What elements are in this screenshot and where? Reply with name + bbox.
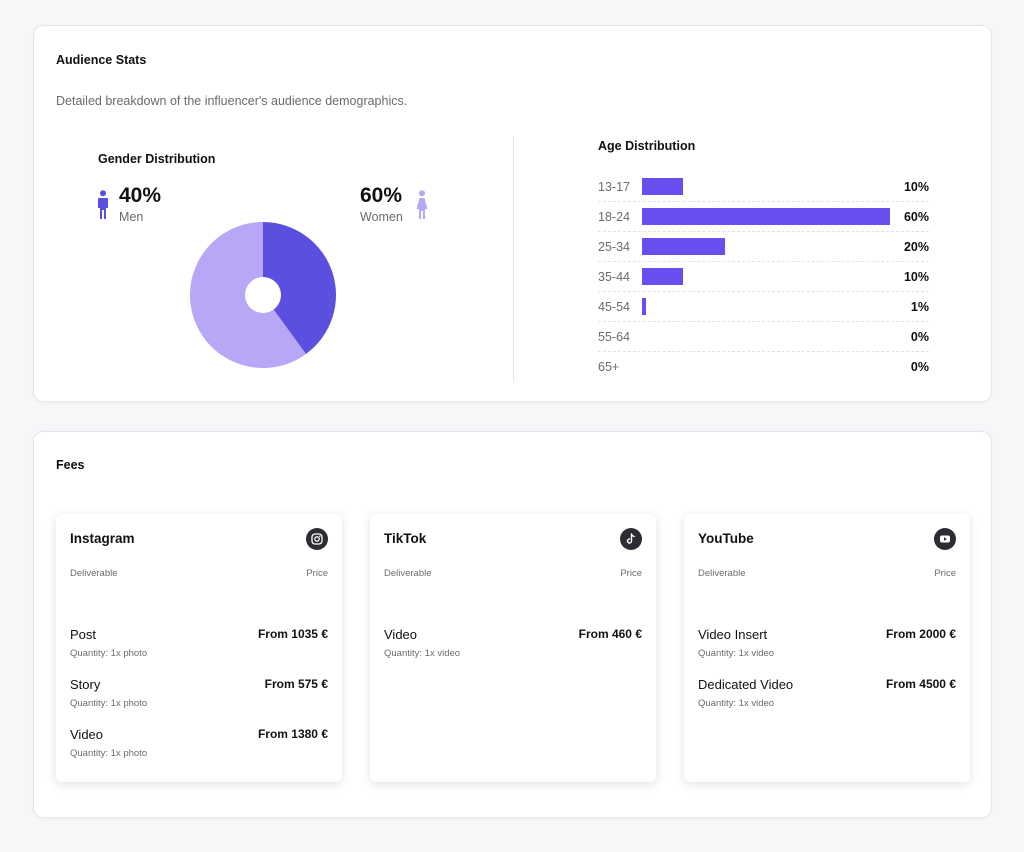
fee-item: Video Insert From 2000 € Quantity: 1x vi… bbox=[698, 627, 956, 677]
age-range-label: 65+ bbox=[598, 360, 620, 374]
age-row: 65+ 0% bbox=[598, 352, 929, 382]
fee-items-list: Video Insert From 2000 € Quantity: 1x vi… bbox=[698, 627, 956, 727]
deliverable-name: Dedicated Video bbox=[698, 677, 794, 692]
gender-pie-chart bbox=[189, 221, 337, 369]
gender-distribution-title: Gender Distribution bbox=[98, 152, 216, 166]
men-percentage: 40% bbox=[119, 184, 162, 207]
male-icon bbox=[98, 190, 108, 219]
fee-items-list: Video From 460 € Quantity: 1x video bbox=[384, 627, 642, 677]
audience-stats-subtitle: Detailed breakdown of the influencer's a… bbox=[56, 94, 408, 108]
age-bar-track bbox=[642, 178, 890, 195]
audience-stats-card: Audience Stats Detailed breakdown of the… bbox=[33, 25, 992, 402]
age-row: 55-64 0% bbox=[598, 322, 929, 352]
age-value-label: 10% bbox=[903, 180, 929, 194]
fee-item: Video From 460 € Quantity: 1x video bbox=[384, 627, 642, 677]
age-bar-track bbox=[642, 358, 890, 375]
age-distribution-title: Age Distribution bbox=[598, 139, 696, 153]
deliverable-header: Deliverable bbox=[70, 568, 118, 579]
platform-name: Instagram bbox=[70, 531, 135, 546]
fee-item: Story From 575 € Quantity: 1x photo bbox=[70, 677, 328, 727]
fee-item: Post From 1035 € Quantity: 1x photo bbox=[70, 627, 328, 677]
age-value-label: 10% bbox=[903, 270, 929, 284]
fees-card: Fees Instagram Deliverable Price Post Fr… bbox=[33, 431, 992, 818]
age-bar bbox=[642, 208, 890, 225]
age-distribution-chart: 13-17 10% 18-24 60% 25-34 20% 35-44 10% 45-54 1% 5… bbox=[598, 172, 929, 382]
female-icon bbox=[416, 190, 428, 219]
age-bar-track bbox=[642, 208, 890, 225]
tiktok-icon[interactable] bbox=[620, 528, 642, 550]
women-label: Women bbox=[360, 210, 403, 224]
section-divider bbox=[513, 136, 514, 381]
deliverable-name: Video bbox=[384, 627, 418, 642]
deliverable-quantity: Quantity: 1x photo bbox=[70, 698, 148, 709]
deliverable-quantity: Quantity: 1x photo bbox=[70, 648, 148, 659]
age-range-label: 45-54 bbox=[598, 300, 630, 314]
fee-items-list: Post From 1035 € Quantity: 1x photo Stor… bbox=[70, 627, 328, 777]
age-bar-track bbox=[642, 328, 890, 345]
age-bar-track bbox=[642, 268, 890, 285]
deliverable-quantity: Quantity: 1x photo bbox=[70, 748, 148, 759]
age-bar bbox=[642, 268, 684, 285]
age-row: 45-54 1% bbox=[598, 292, 929, 322]
age-range-label: 35-44 bbox=[598, 270, 630, 284]
platform-name: YouTube bbox=[698, 531, 754, 546]
age-bar bbox=[642, 238, 725, 255]
age-bar bbox=[642, 298, 647, 315]
deliverable-price: From 2000 € bbox=[885, 627, 956, 641]
age-value-label: 60% bbox=[903, 210, 929, 224]
age-bar-track bbox=[642, 238, 890, 255]
age-row: 25-34 20% bbox=[598, 232, 929, 262]
price-header: Price bbox=[306, 568, 328, 579]
age-bar bbox=[642, 178, 684, 195]
age-value-label: 20% bbox=[903, 240, 929, 254]
men-label: Men bbox=[119, 210, 144, 224]
fee-item: Video From 1380 € Quantity: 1x photo bbox=[70, 727, 328, 777]
fees-title: Fees bbox=[56, 458, 85, 472]
pie-slice-men bbox=[263, 222, 336, 355]
deliverable-quantity: Quantity: 1x video bbox=[384, 648, 461, 659]
fee-card-youtube: YouTube Deliverable Price Video Insert F… bbox=[684, 514, 970, 782]
age-value-label: 0% bbox=[910, 360, 929, 374]
age-range-label: 55-64 bbox=[598, 330, 630, 344]
deliverable-header: Deliverable bbox=[384, 568, 432, 579]
age-range-label: 18-24 bbox=[598, 210, 630, 224]
youtube-icon[interactable] bbox=[934, 528, 956, 550]
deliverable-price: From 1035 € bbox=[257, 627, 328, 641]
platform-name: TikTok bbox=[384, 531, 427, 546]
age-row: 18-24 60% bbox=[598, 202, 929, 232]
deliverable-quantity: Quantity: 1x video bbox=[698, 698, 775, 709]
deliverable-name: Video Insert bbox=[698, 627, 768, 642]
deliverable-price: From 1380 € bbox=[257, 727, 328, 741]
age-row: 35-44 10% bbox=[598, 262, 929, 292]
deliverable-name: Video bbox=[70, 727, 104, 742]
age-bar-track bbox=[642, 298, 890, 315]
price-header: Price bbox=[620, 568, 642, 579]
age-value-label: 1% bbox=[910, 300, 929, 314]
deliverable-quantity: Quantity: 1x video bbox=[698, 648, 775, 659]
deliverable-price: From 460 € bbox=[578, 627, 642, 641]
fee-card-tiktok: TikTok Deliverable Price Video From 460 … bbox=[370, 514, 656, 782]
age-range-label: 25-34 bbox=[598, 240, 630, 254]
deliverable-price: From 4500 € bbox=[885, 677, 956, 691]
deliverable-name: Story bbox=[70, 677, 101, 692]
fee-item: Dedicated Video From 4500 € Quantity: 1x… bbox=[698, 677, 956, 727]
pie-center-hole bbox=[245, 277, 281, 313]
age-range-label: 13-17 bbox=[598, 180, 630, 194]
instagram-icon[interactable] bbox=[306, 528, 328, 550]
fee-card-instagram: Instagram Deliverable Price Post From 10… bbox=[56, 514, 342, 782]
deliverable-header: Deliverable bbox=[698, 568, 746, 579]
deliverable-price: From 575 € bbox=[264, 677, 328, 691]
age-value-label: 0% bbox=[910, 330, 929, 344]
women-percentage: 60% bbox=[360, 184, 403, 207]
age-row: 13-17 10% bbox=[598, 172, 929, 202]
price-header: Price bbox=[934, 568, 956, 579]
audience-stats-title: Audience Stats bbox=[56, 53, 147, 67]
deliverable-name: Post bbox=[70, 627, 97, 642]
